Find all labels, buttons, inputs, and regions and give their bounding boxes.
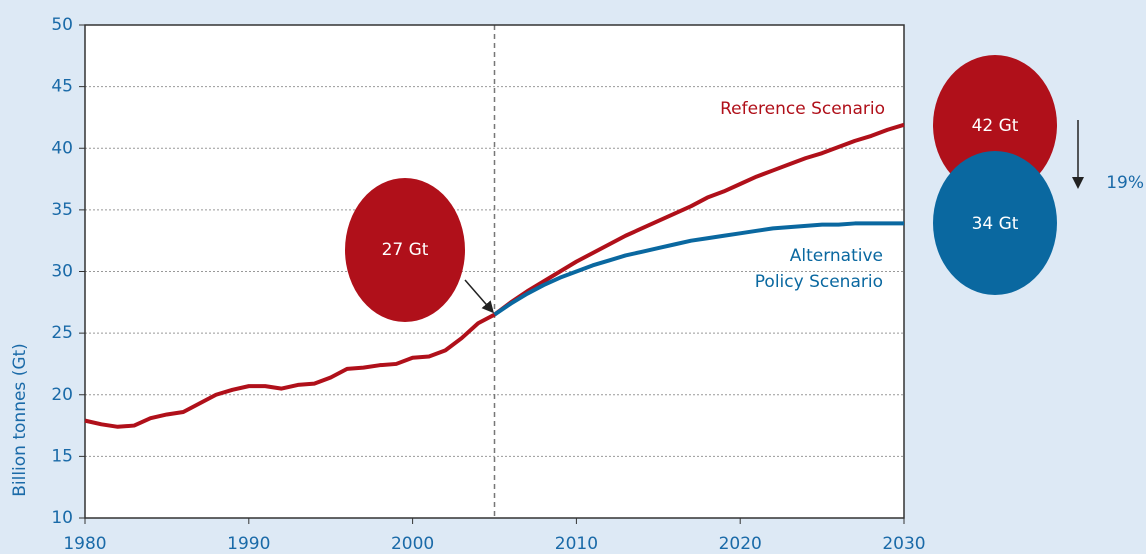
bubble <box>933 151 1057 295</box>
series-line <box>493 221 904 317</box>
bubble <box>345 178 465 322</box>
bubble-label: 34 Gt <box>972 214 1019 234</box>
series-label: Alternative <box>790 246 883 266</box>
arrow <box>464 279 494 314</box>
y-tick-label: 50 <box>51 15 73 35</box>
bubble-label: 42 Gt <box>972 116 1019 136</box>
y-axis-label: Billion tonnes (Gt) <box>10 343 30 497</box>
series-label: Policy Scenario <box>755 272 883 292</box>
y-tick-label: 15 <box>51 446 73 466</box>
x-tick-label: 2020 <box>719 534 762 554</box>
x-tick-label: 1980 <box>63 534 106 554</box>
y-tick-label: 35 <box>51 200 73 220</box>
series-line <box>84 122 905 429</box>
x-tick-label: 2010 <box>555 534 598 554</box>
y-tick-label: 45 <box>51 77 73 97</box>
y-tick-label: 40 <box>51 138 73 158</box>
series-label: Reference Scenario <box>720 99 885 119</box>
bubble-label: 27 Gt <box>382 240 429 260</box>
plot-frame <box>84 24 905 519</box>
x-tick-label: 2030 <box>882 534 925 554</box>
x-tick-label: 1990 <box>227 534 270 554</box>
y-tick-label: 10 <box>51 508 73 528</box>
y-tick-label: 20 <box>51 385 73 405</box>
bubble <box>933 55 1057 195</box>
y-tick-label: 25 <box>51 323 73 343</box>
x-tick-label: 2000 <box>391 534 434 554</box>
y-tick-label: 30 <box>51 262 73 282</box>
change-label: 19% <box>1106 173 1144 193</box>
